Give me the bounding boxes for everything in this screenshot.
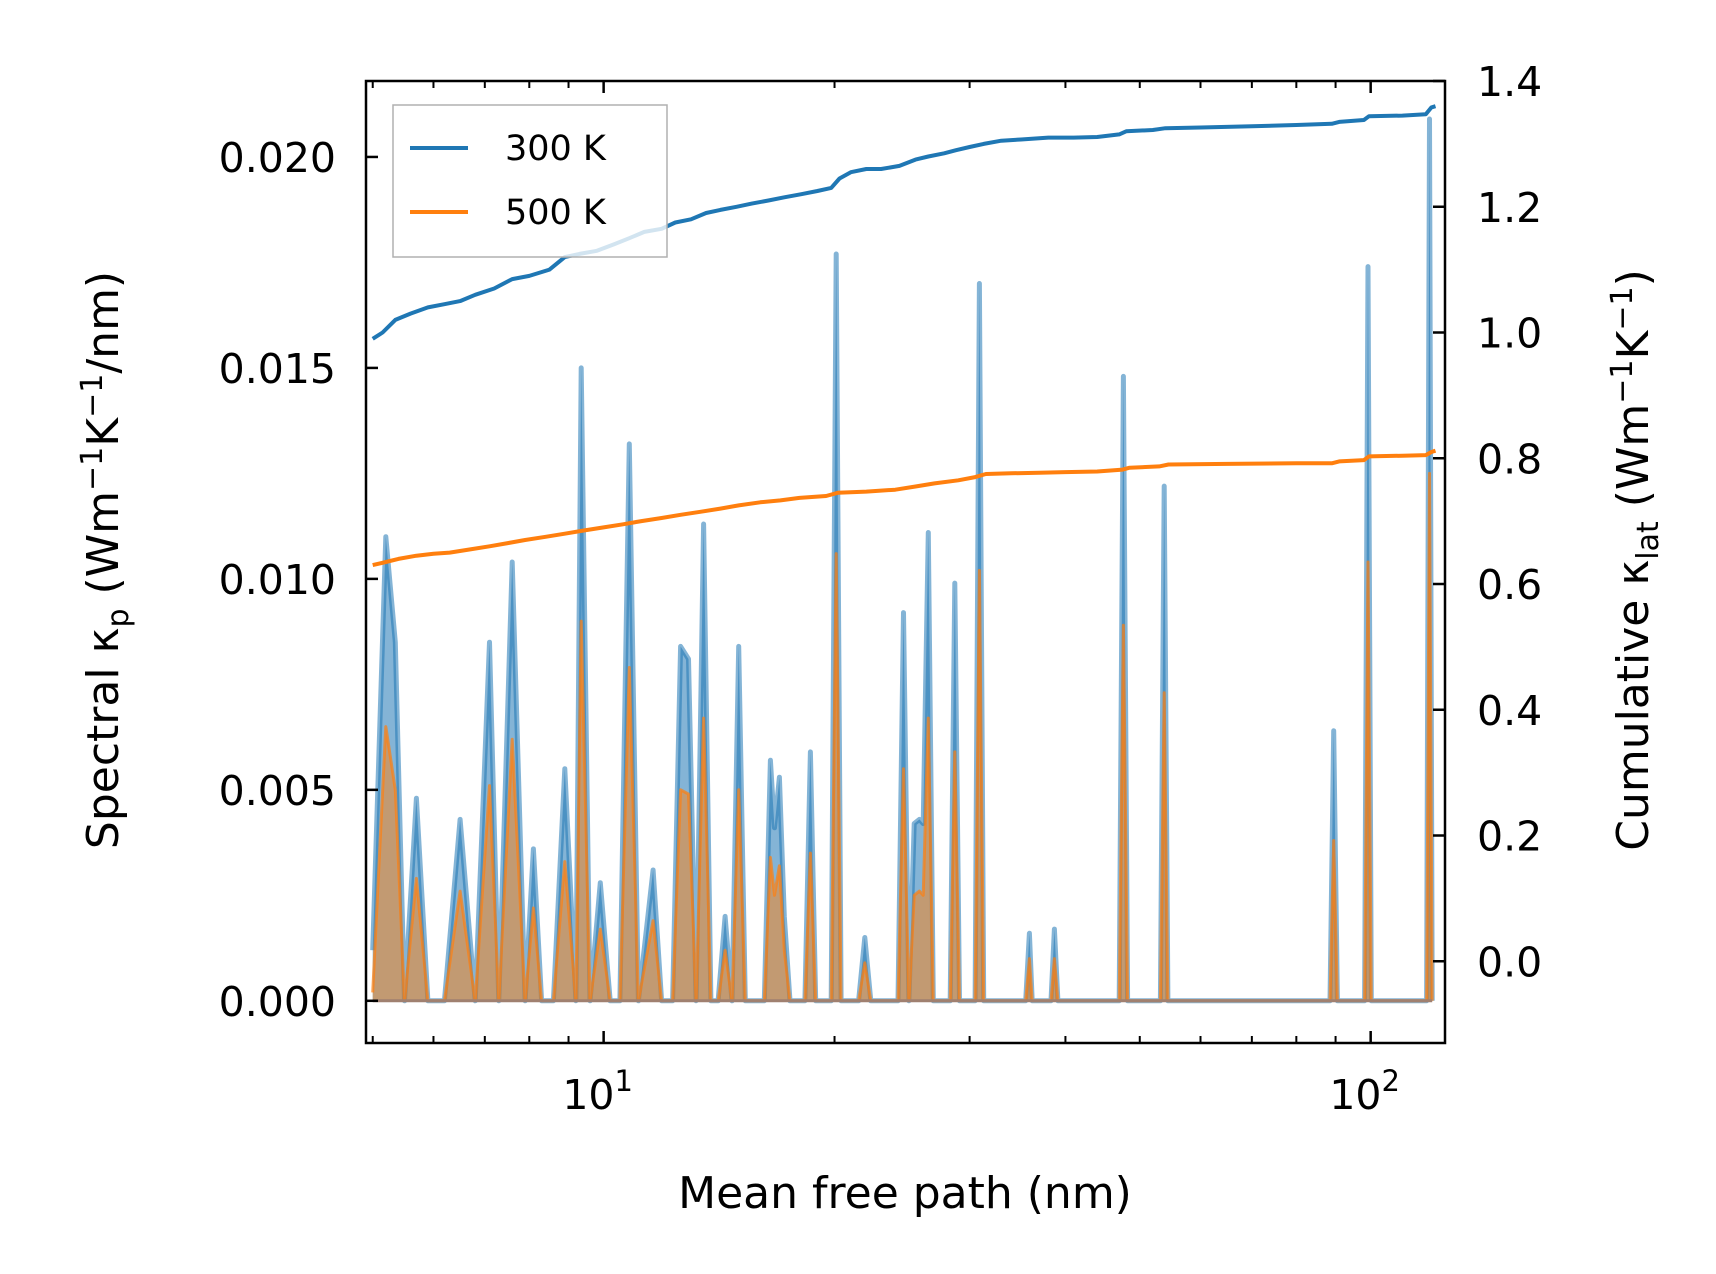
y-right-tick-label: 0.2 [1477,813,1542,861]
plot-frame [364,79,1447,1045]
y-left-tick-label: 0.020 [219,134,336,182]
spectral-area-500k [372,473,1433,1001]
y-right-tick-label: 0.6 [1477,561,1542,609]
y-right-tick-label: 0.4 [1477,687,1542,735]
y-right-tick-label: 1.4 [1477,58,1542,106]
legend: 300 K 500 K [392,104,668,258]
spectral-fills [370,116,1435,1004]
legend-box [392,104,668,258]
y-left-tick-label: 0.015 [219,345,336,393]
axis-ticks [366,79,1445,1043]
y-left-tick-label: 0.005 [219,767,336,815]
y-right-tick-label: 0.0 [1477,938,1542,986]
x-tick-label: 102 [1329,1064,1400,1119]
x-axis-title: Mean free path (nm) [678,1168,1132,1219]
left-y-axis-title: Spectral κp (Wm−1K−1/nm) [75,271,136,849]
y-left-tick-label: 0.000 [219,978,336,1026]
cumulative-line-500k [372,448,1437,568]
cumulative-line-300k [371,104,1437,341]
tick-labels: 101 102 0.000 0.005 0.010 0.015 0.020 0.0 0.2 0.4… [219,58,1543,1119]
x-tick-label: 101 [562,1064,633,1119]
right-y-axis-title: Cumulative κlat (Wm−1K−1) [1605,269,1666,851]
cumulative-lines [371,104,1437,568]
y-right-tick-label: 1.0 [1477,310,1542,358]
y-right-tick-label: 0.8 [1477,435,1542,483]
y-left-tick-label: 0.010 [219,556,336,604]
y-right-tick-label: 1.2 [1477,184,1542,232]
legend-label-500k: 500 K [505,193,607,233]
legend-label-300k: 300 K [505,129,607,169]
